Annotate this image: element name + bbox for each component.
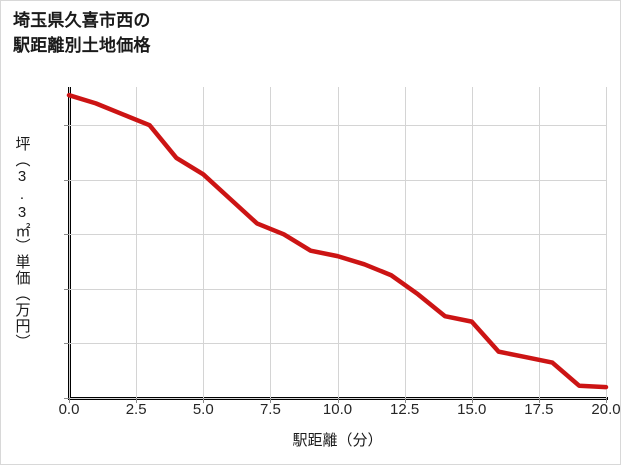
x-tick-label: 5.0	[192, 401, 214, 418]
y-tick-mark	[64, 234, 69, 236]
y-tick-mark	[64, 398, 69, 399]
x-tick-mark	[606, 398, 607, 403]
gridline-vertical	[270, 87, 272, 398]
x-tick-label: 10.0	[322, 401, 353, 418]
gridline-vertical	[404, 87, 406, 398]
x-tick-mark	[136, 398, 138, 403]
y-tick-mark	[64, 343, 69, 345]
x-tick-label: 12.5	[390, 401, 420, 418]
y-tick-mark	[64, 179, 69, 181]
x-tick-mark	[471, 398, 473, 403]
x-tick-label: 2.5	[125, 401, 147, 418]
gridline-vertical	[337, 87, 339, 398]
x-tick-mark	[404, 398, 406, 403]
x-tick-mark	[337, 398, 339, 403]
x-tick-mark	[203, 398, 205, 403]
x-tick-label: 7.5	[259, 401, 281, 418]
gridline-vertical	[471, 87, 473, 398]
gridline-vertical	[203, 87, 205, 398]
plot-frame: 182022242628 0.02.55.07.510.012.515.017.…	[59, 87, 620, 418]
x-tick-mark	[270, 398, 272, 403]
x-tick-label: 17.5	[524, 401, 554, 418]
x-tick-mark	[69, 398, 70, 403]
x-tick-label: 20.0	[591, 401, 621, 418]
gridline-vertical	[538, 87, 540, 398]
y-tick-mark	[64, 288, 69, 290]
page-title: 埼玉県久喜市西の 駅距離別土地価格	[13, 11, 151, 55]
gridline-vertical	[606, 87, 607, 398]
y-tick-mark	[64, 125, 69, 127]
x-tick-label: 15.0	[457, 401, 487, 418]
gridline-vertical	[136, 87, 138, 398]
y-axis-label: 坪（3.3㎡）単価（万円）	[13, 135, 31, 350]
x-tick-mark	[538, 398, 540, 403]
data-line-series	[66, 92, 609, 390]
x-axis-label: 駅距離（分）	[292, 432, 383, 449]
x-tick-label: 0.0	[58, 401, 80, 418]
plot-area: 182022242628 0.02.55.07.510.012.515.017.…	[59, 87, 620, 418]
gridline-vertical	[69, 87, 70, 398]
